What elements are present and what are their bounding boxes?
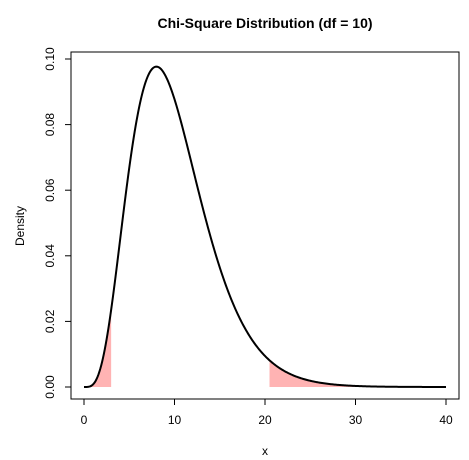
x-tick-label-3: 30 bbox=[349, 413, 363, 427]
plot-frame bbox=[70, 51, 460, 400]
x-tick-label-1: 10 bbox=[168, 413, 182, 427]
x-tick-label-0: 0 bbox=[81, 413, 88, 427]
x-axis-label: x bbox=[262, 444, 268, 458]
y-tick-label-3: 0.06 bbox=[43, 178, 57, 202]
shaded-region-0 bbox=[84, 309, 112, 387]
density-curve bbox=[84, 65, 446, 388]
y-tick-label-4: 0.08 bbox=[43, 113, 57, 137]
shaded-regions bbox=[84, 309, 446, 387]
y-tick-label-0: 0.00 bbox=[43, 375, 57, 399]
x-tick-label-2: 20 bbox=[258, 413, 272, 427]
chart-title: Chi-Square Distribution (df = 10) bbox=[157, 15, 372, 31]
shaded-region-1 bbox=[269, 360, 446, 387]
density-curve-layer bbox=[84, 65, 446, 388]
y-tick-label-2: 0.04 bbox=[43, 244, 57, 268]
y-tick-label-5: 0.10 bbox=[43, 47, 57, 71]
x-tick-label-4: 40 bbox=[439, 413, 453, 427]
x-axis: 0 10 20 30 40 bbox=[81, 398, 453, 427]
y-tick-label-1: 0.02 bbox=[43, 309, 57, 333]
y-axis-label: Density bbox=[13, 206, 27, 246]
y-axis: 0.00 0.02 0.04 0.06 0.08 0.10 bbox=[43, 47, 72, 399]
